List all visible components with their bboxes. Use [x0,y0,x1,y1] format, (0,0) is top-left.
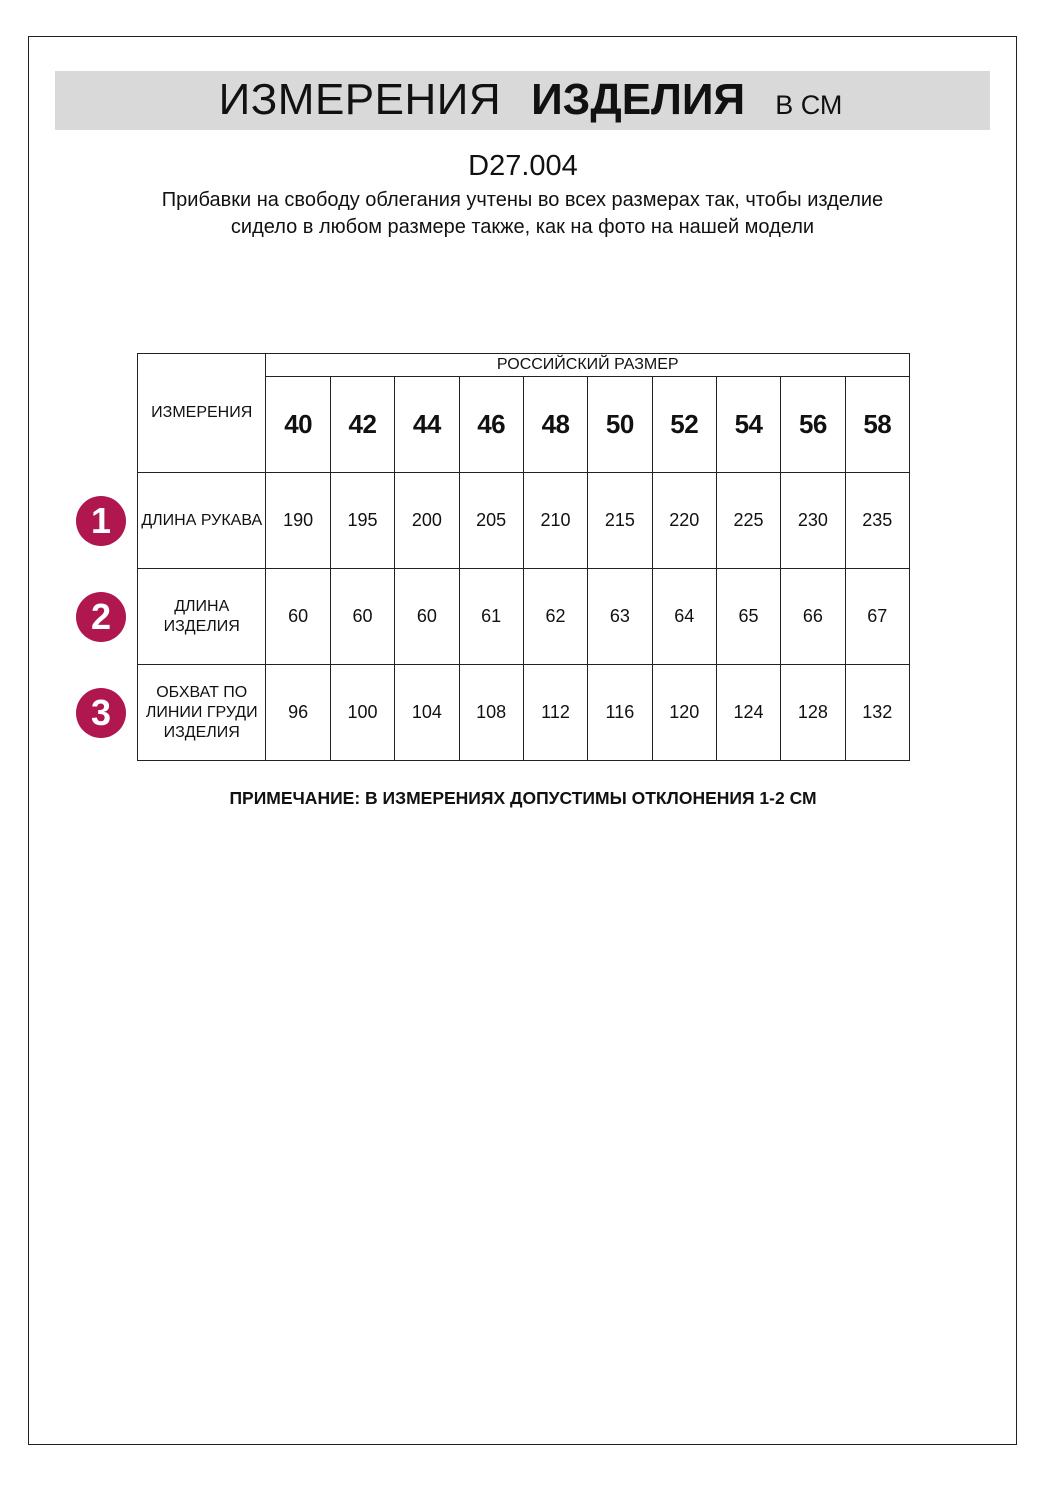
row-label: ДЛИНА ИЗДЕЛИЯ [136,568,267,665]
table-cell: 60 [329,568,396,665]
size-header: 46 [458,376,524,473]
table-cell: 60 [265,568,331,665]
page-title: ИЗМЕРЕНИЯ ИЗДЕЛИЯ В СМ [0,72,1061,133]
table-cell: 215 [587,472,653,569]
size-table: ИЗМЕРЕНИЯ РОССИЙСКИЙ РАЗМЕР 40 42 44 46 48 50… [136,353,911,761]
number-marker-icon: 2 [76,592,126,642]
table-cell: 62 [522,568,589,665]
table-cell: 96 [265,664,331,761]
size-header: 42 [329,376,396,473]
table-cell: 190 [265,472,331,569]
title-part2: ИЗДЕЛИЯ [531,75,746,124]
page-frame [28,36,1017,1445]
size-header: 48 [522,376,589,473]
row-label: ОБХВАТ ПО ЛИНИИ ГРУДИ ИЗДЕЛИЯ [136,664,267,761]
table-cell: 195 [329,472,396,569]
table-cell: 116 [587,664,653,761]
size-header: 52 [651,376,717,473]
table-cell: 112 [522,664,589,761]
table-cell: 67 [844,568,911,665]
table-cell: 225 [715,472,782,569]
table-cell: 200 [394,472,460,569]
corner-label: ИЗМЕРЕНИЯ [136,353,267,473]
size-header: 40 [265,376,331,473]
size-header: 58 [844,376,911,473]
table-cell: 63 [587,568,653,665]
size-header: 56 [780,376,846,473]
table-cell: 210 [522,472,589,569]
description: Прибавки на свободу облегания учтены во … [161,189,884,238]
table-cell: 220 [651,472,717,569]
table-cell: 235 [844,472,911,569]
table-cell: 104 [394,664,460,761]
table-cell: 205 [458,472,524,569]
table-cell: 132 [844,664,911,761]
table-row: ДЛИНА ИЗДЕЛИЯ 60 60 60 61 62 63 64 65 66 67 [136,568,911,665]
table-cell: 128 [780,664,846,761]
table-cell: 230 [780,472,846,569]
title-band [55,71,990,130]
table-row: ДЛИНА РУКАВА 190 195 200 205 210 215 220 225 230 2… [136,472,911,569]
table-cell: 61 [458,568,524,665]
title-unit: В СМ [775,90,843,120]
table-cell: 120 [651,664,717,761]
number-marker-icon: 1 [76,496,126,546]
article-code: D27.004 [468,150,578,182]
table-cell: 108 [458,664,524,761]
table-cell: 66 [780,568,846,665]
number-marker-icon: 3 [76,688,126,738]
group-header: РОССИЙСКИЙ РАЗМЕР [265,353,910,377]
title-part1: ИЗМЕРЕНИЯ [218,75,502,124]
note: ПРИМЕЧАНИЕ: В ИЗМЕРЕНИЯХ ДОПУСТИМЫ ОТКЛО… [229,788,817,808]
size-header: 44 [394,376,460,473]
row-label: ДЛИНА РУКАВА [136,472,267,569]
table-cell: 100 [329,664,396,761]
size-header: 50 [587,376,653,473]
table-row: ОБХВАТ ПО ЛИНИИ ГРУДИ ИЗДЕЛИЯ 96 100 104 108… [136,664,911,761]
table-cell: 124 [715,664,782,761]
table-cell: 64 [651,568,717,665]
table-cell: 65 [715,568,782,665]
size-header: 54 [715,376,782,473]
table-cell: 60 [394,568,460,665]
